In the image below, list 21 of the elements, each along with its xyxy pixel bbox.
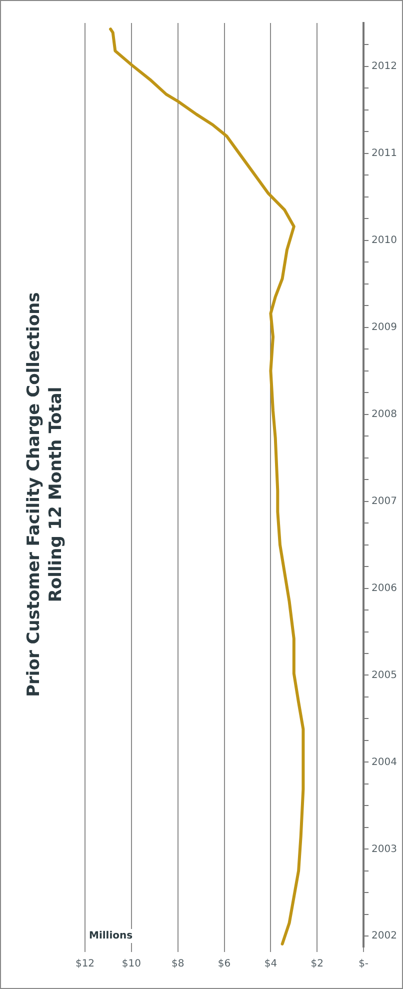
y-tick-label: 2003	[372, 844, 398, 855]
y-tick-label: 2004	[372, 756, 398, 768]
y-tick-label: 2002	[372, 930, 398, 942]
x-tick-label: $4	[264, 958, 278, 970]
y-tick-label: 2007	[372, 496, 398, 507]
y-tick-label: 2011	[372, 148, 398, 160]
x-tick-label: $2	[310, 958, 324, 970]
y-tick-label: 2005	[372, 670, 398, 681]
text: Prior Customer Facility Charge Collections	[23, 291, 45, 699]
text: Rolling 12 Month Total	[45, 386, 67, 604]
x-axis-title: Millions	[89, 930, 133, 942]
x-tick-label: $-	[358, 958, 369, 970]
x-tick-label: $10	[122, 958, 141, 970]
y-tick-label: 2012	[372, 61, 398, 72]
y-tick-label: 2009	[372, 322, 398, 333]
y-tick-label: 2010	[372, 235, 398, 246]
x-tick-label: $6	[218, 958, 231, 970]
y-tick-label: 2008	[372, 408, 398, 420]
x-tick-label: $8	[171, 958, 184, 970]
x-tick-label: $12	[75, 958, 95, 970]
y-tick-label: 2006	[372, 582, 398, 594]
